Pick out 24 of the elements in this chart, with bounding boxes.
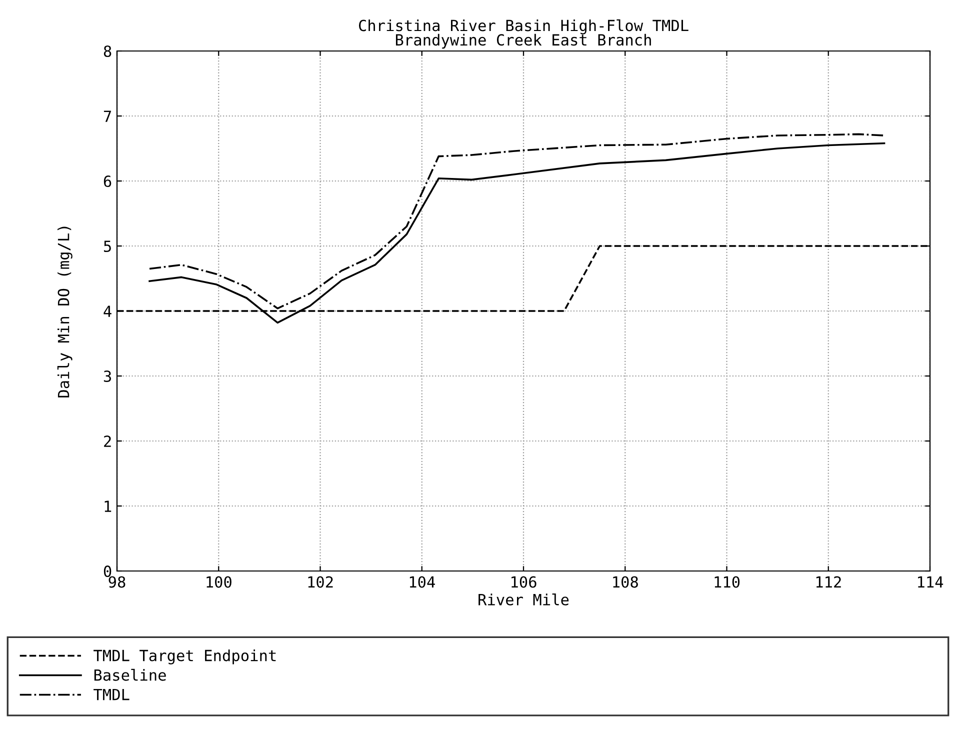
- y-tick-label: 6: [104, 176, 112, 188]
- y-tick-label: 7: [104, 110, 111, 122]
- y-tick-label: 2: [104, 436, 111, 447]
- y-tick-label: 5: [104, 240, 111, 252]
- y-tick-label: 8: [104, 46, 112, 58]
- y-tick-label: 3: [104, 370, 111, 382]
- legend-label: TMDL: [94, 688, 130, 700]
- legend-label: Baseline: [94, 668, 166, 681]
- legend-label: TMDL Target Endpoint: [94, 649, 276, 664]
- chart-title: Christina River Basin High-Flow TMDL Brandywine Creek East Branch: [358, 19, 688, 49]
- y-tick-label: 0: [104, 566, 112, 578]
- x-tick-label: 114: [918, 576, 944, 588]
- x-tick-label: 108: [613, 576, 638, 588]
- x-tick-label: 98: [108, 576, 126, 588]
- x-tick-label: 100: [206, 576, 232, 588]
- x-tick-label: 104: [410, 576, 435, 588]
- x-tick-label: 112: [816, 576, 841, 588]
- y-tick-label: 1: [104, 500, 112, 512]
- x-tick-label: 110: [714, 576, 740, 588]
- x-tick-label: 106: [512, 576, 536, 588]
- x-axis-title: River Mile: [478, 594, 569, 606]
- y-axis-title: Daily Min DO (mg/L): [57, 226, 72, 398]
- y-tick-label: 4: [104, 306, 112, 317]
- x-tick-label: 102: [308, 576, 333, 588]
